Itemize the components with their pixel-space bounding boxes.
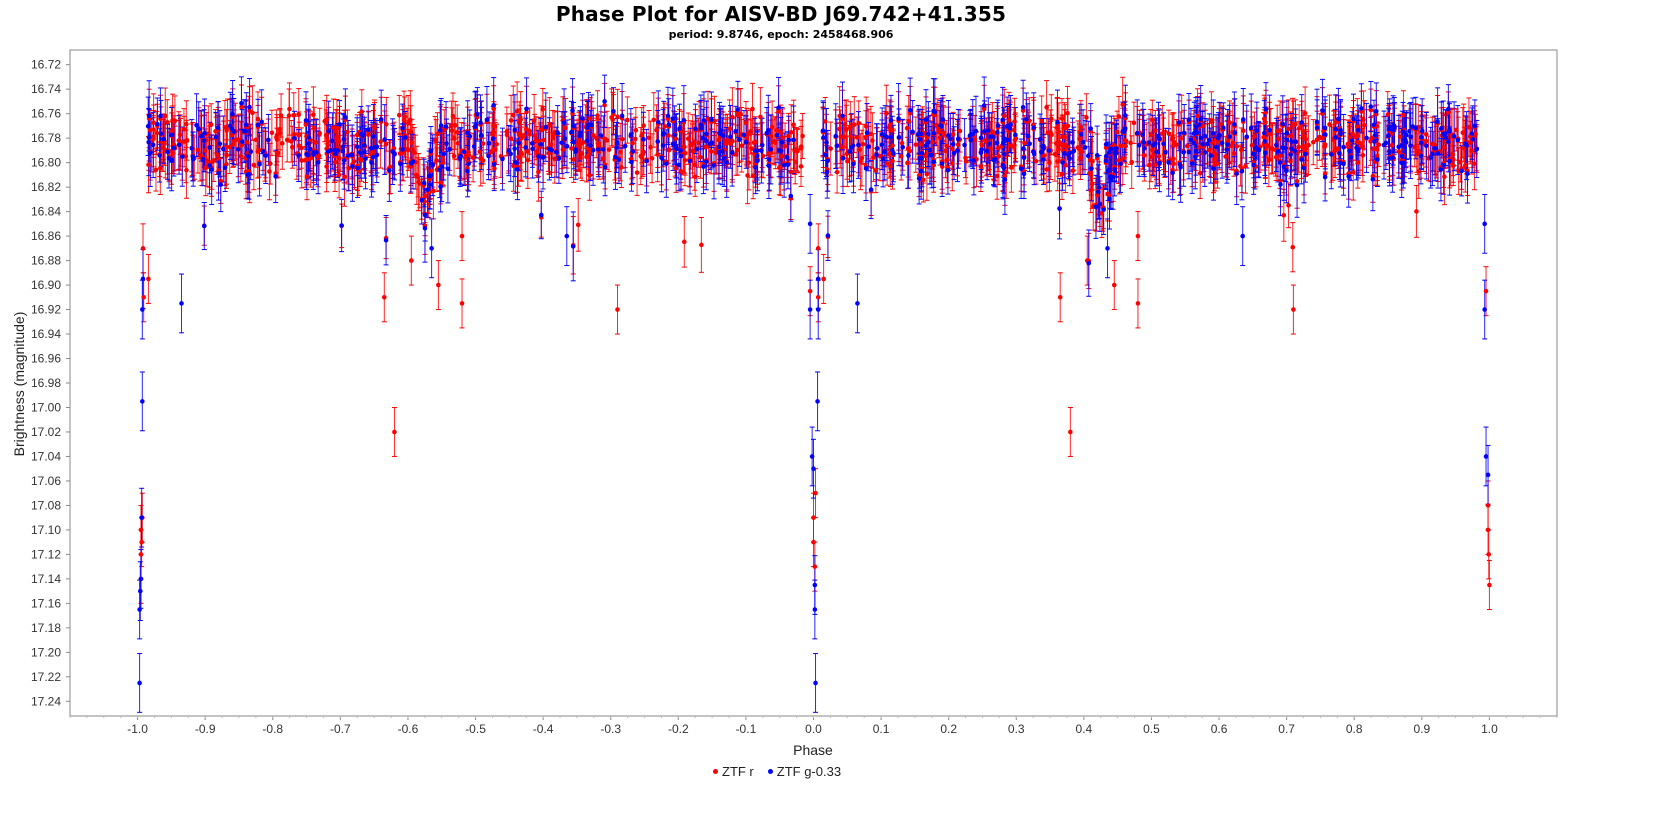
chart-title: Phase Plot for AISV-BD J69.742+41.355 xyxy=(555,2,1007,26)
chart-subtitle: period: 9.8746, epoch: 2458468.906 xyxy=(668,28,894,41)
